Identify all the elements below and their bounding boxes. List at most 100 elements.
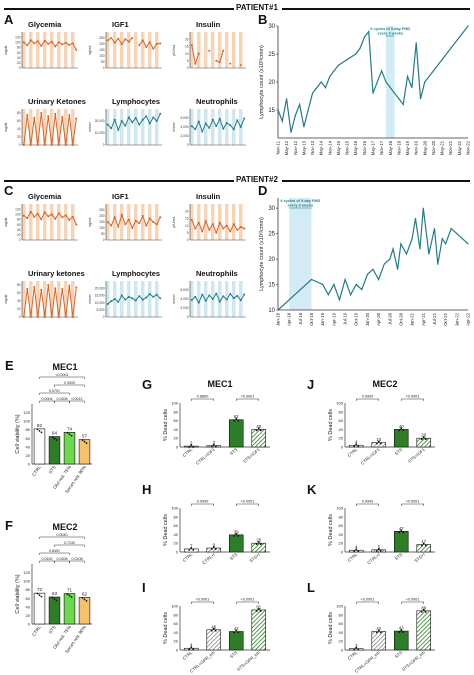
p1-mini-point-1-13 bbox=[152, 47, 155, 50]
viab-f-dot-1-2 bbox=[55, 599, 58, 602]
p2-mini-point-3-3 bbox=[33, 286, 36, 288]
dead-h-bracket-0 bbox=[191, 503, 214, 506]
dead-l-dot-1-1 bbox=[377, 629, 380, 632]
p1-mini-point-3-9 bbox=[54, 112, 57, 115]
p1-mini-ylabel-3: mg/dL bbox=[4, 122, 8, 132]
p2-mini-point-0-5 bbox=[40, 218, 43, 221]
dead-i-dot-3-0 bbox=[255, 610, 258, 612]
p1-mini-band-4-4 bbox=[120, 109, 124, 145]
viab-e-bracket-5 bbox=[39, 376, 85, 379]
p2-mini-point-5-12 bbox=[232, 297, 235, 300]
p2-lymph-xtick-1: Apr-18 bbox=[287, 312, 292, 326]
p2-mini-point-0-1 bbox=[26, 217, 29, 220]
dead-k-xtick-1: CTRL+I bbox=[366, 552, 381, 565]
p1-lymph-xtick-19: May-21 bbox=[440, 140, 445, 155]
dead-i-dot-1-1 bbox=[212, 627, 215, 630]
p2-lymph-point-5 bbox=[327, 294, 329, 296]
dead-l-ylabel: % Dead cells bbox=[328, 612, 334, 644]
p1-mini-point-5-7 bbox=[215, 125, 218, 128]
p2-mini-point-1-15 bbox=[159, 216, 162, 219]
dead-h-bar-2 bbox=[228, 534, 244, 553]
dead-k-dot-0-1 bbox=[355, 548, 358, 551]
p2-mini-band-0-10 bbox=[57, 204, 61, 240]
p2-mini-band-2-6 bbox=[211, 204, 215, 240]
p1-lymph-xtick-7: May-15 bbox=[336, 140, 341, 155]
p1-lymph-point-33 bbox=[458, 36, 460, 38]
p2-mini-band-2-0 bbox=[190, 204, 194, 240]
p2-mini-point-4-13 bbox=[152, 295, 155, 298]
p1-mini-point-0-6 bbox=[43, 39, 46, 42]
p2-mini-ytick-0-5: 100 bbox=[15, 212, 21, 216]
p2-mini-point-2-10 bbox=[225, 224, 228, 227]
p2-lymph-xtick-0: Jan-18 bbox=[276, 312, 281, 326]
viab-f-dot-3-2 bbox=[85, 600, 88, 602]
p2-lymph-xtick-13: Apr-21 bbox=[421, 312, 426, 326]
dead-l-bar-1 bbox=[371, 631, 387, 651]
p1-mini-ylabel-4: n/mm³ bbox=[88, 121, 92, 132]
p1-lymph-xtick-22: Nov-22 bbox=[466, 140, 471, 154]
p1-mini-band-3-10 bbox=[57, 109, 61, 145]
p2-lymph-point-1 bbox=[288, 299, 290, 301]
dead-j-dot-3-1 bbox=[422, 436, 425, 439]
p2-mini-point-5-9 bbox=[222, 295, 225, 298]
viab-f-value-label-0: 72 bbox=[37, 587, 43, 592]
viab-f-ytick-6: 120 bbox=[23, 570, 30, 575]
dead-k-bar-3 bbox=[416, 544, 432, 553]
p1-lymph-point-14 bbox=[355, 53, 357, 55]
p2-mini-point-1-7 bbox=[131, 227, 134, 229]
p2-mini-point-1-1 bbox=[110, 224, 113, 227]
dead-g-dot-2-1 bbox=[235, 417, 238, 420]
p2-mini-point-1-9 bbox=[138, 222, 141, 225]
p1-mini-band-5-8 bbox=[218, 109, 222, 145]
dead-h-letter: H bbox=[142, 482, 151, 497]
p2-lymph-xtick-5: Apr-19 bbox=[331, 312, 336, 326]
p2-mini-series-line-5 bbox=[191, 292, 245, 304]
p1-lymph-point-10 bbox=[329, 75, 331, 77]
p2-lymph-point-23 bbox=[419, 248, 421, 250]
p1-mini-point-5-14 bbox=[239, 126, 242, 128]
dead-h-value-label-0: 7 bbox=[190, 543, 193, 548]
p2-mini-ytick-4-3: 15,000 bbox=[95, 294, 105, 298]
p2-lymph-point-26 bbox=[433, 227, 436, 230]
p2-mini-point-3-2 bbox=[29, 316, 32, 318]
dead-h-dot-2-2 bbox=[237, 534, 240, 537]
patient2-rule-right bbox=[282, 180, 470, 182]
p2-mini-band-0-0 bbox=[22, 204, 26, 240]
p2-lymph-series-line bbox=[277, 208, 469, 311]
p1-mini-ytick-0-1: 20 bbox=[17, 61, 21, 65]
dead-h-pvalue-1: <0.0001 bbox=[241, 500, 255, 504]
p1-lymph-point-27 bbox=[415, 42, 417, 44]
p2-mini-band-5-14 bbox=[239, 281, 243, 317]
p1-mini-ylabel-1: ng/mL bbox=[88, 45, 92, 55]
viab-f-dot-1-1 bbox=[53, 598, 56, 600]
p1-lymph-point-24 bbox=[402, 103, 404, 105]
viab-f-dot-2-2 bbox=[70, 596, 73, 598]
p2-mini-ytick-3-4: 80 bbox=[17, 283, 21, 287]
viab-e-pvalue-3: 0.0701 bbox=[49, 389, 60, 393]
p2-mini-band-5-4 bbox=[204, 281, 208, 317]
p1-mini-point-3-12 bbox=[64, 144, 67, 146]
p2-mini-ylabel-4: n/mm³ bbox=[88, 293, 92, 304]
p2-mini-point-2-14 bbox=[239, 226, 242, 229]
dead-i-bar-3 bbox=[251, 609, 267, 651]
p2-mini-point-0-13 bbox=[68, 218, 71, 221]
viab-e-dot-0-2 bbox=[40, 431, 43, 434]
dead-i-ytick-2: 40 bbox=[174, 630, 179, 635]
panel-letter-d: D bbox=[258, 183, 268, 198]
p1-mini-point-0-3 bbox=[33, 42, 36, 45]
p1-lymph-xtick-16: Nov-19 bbox=[414, 140, 419, 154]
dead-g-ytick-4: 80 bbox=[174, 409, 179, 414]
dead-k-dot-3-1 bbox=[422, 542, 425, 545]
dead-l-ytick-5: 100 bbox=[336, 604, 343, 609]
patient2-rule-left bbox=[4, 180, 234, 182]
p2-lymph-point-0 bbox=[277, 309, 279, 311]
p1-lymph-xtick-9: May-16 bbox=[353, 140, 358, 155]
p1-lymph-point-4 bbox=[294, 115, 296, 117]
dead-i-ytick-3: 60 bbox=[174, 621, 179, 626]
dead-k-dot-0-0 bbox=[353, 550, 356, 553]
viab-e-bracket-1 bbox=[54, 400, 70, 403]
viab-e-bracket-4 bbox=[54, 384, 85, 387]
dead-l-value-label-0: 3 bbox=[355, 643, 358, 648]
viab-e-dot-1-1 bbox=[53, 437, 56, 440]
viab-f-bracket-0 bbox=[39, 560, 55, 563]
